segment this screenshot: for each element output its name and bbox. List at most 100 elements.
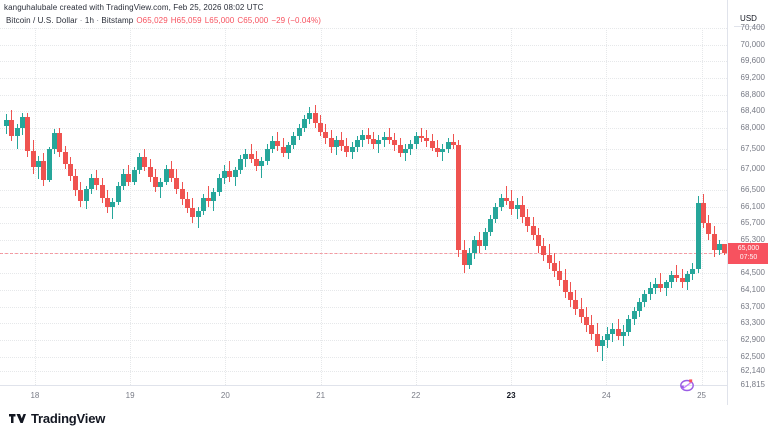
- grid-line-horizontal: [0, 223, 727, 225]
- candle-body: [371, 139, 377, 144]
- candle-body: [488, 219, 494, 232]
- candlestick: [461, 28, 467, 385]
- candle-body: [115, 186, 121, 202]
- candle-body: [504, 198, 510, 201]
- candle-body: [291, 136, 297, 146]
- candlestick: [397, 28, 403, 385]
- candle-body: [413, 136, 419, 145]
- candle-body: [243, 153, 249, 159]
- candle-body: [482, 231, 488, 247]
- grid-line-horizontal: [0, 169, 727, 171]
- candlestick: [179, 28, 185, 385]
- candle-body: [35, 161, 41, 168]
- candle-body: [152, 176, 158, 187]
- close-value: 65,000: [243, 16, 269, 25]
- price-axis-tick: 70,000: [740, 39, 765, 49]
- candle-body: [376, 140, 382, 144]
- candle-body: [514, 204, 520, 209]
- candlestick: [121, 28, 127, 385]
- price-axis-tick: 67,000: [740, 164, 765, 174]
- chart-plot-area[interactable]: [0, 28, 727, 385]
- low-label: L: [204, 16, 210, 25]
- exchange-label: Bitstamp: [101, 16, 134, 25]
- price-axis-tick: 69,600: [740, 56, 765, 66]
- candlestick: [408, 28, 414, 385]
- candlestick: [498, 28, 504, 385]
- time-axis[interactable]: 18 19 20 21 22 23 24 25: [0, 385, 727, 406]
- candle-body: [456, 145, 462, 251]
- candlestick: [312, 28, 318, 385]
- replay-marker-icon[interactable]: [678, 376, 696, 394]
- current-price-line: [0, 252, 727, 254]
- candle-body: [285, 145, 291, 153]
- price-axis-tick: 62,500: [740, 351, 765, 361]
- candlestick: [456, 28, 462, 385]
- candle-body: [270, 141, 275, 149]
- candlestick: [583, 28, 589, 385]
- candle-wick: [452, 134, 454, 149]
- candlestick: [67, 28, 73, 385]
- candle-body: [227, 171, 233, 177]
- candlestick: [392, 28, 398, 385]
- candle-body: [94, 177, 100, 186]
- price-axis-tick: 66,100: [740, 201, 765, 211]
- candle-body: [610, 329, 616, 334]
- candlestick: [450, 28, 456, 385]
- candlestick: [270, 28, 275, 385]
- candlestick: [381, 28, 387, 385]
- candle-body: [312, 113, 318, 123]
- candle-body: [562, 279, 568, 293]
- interval-label: 1h: [84, 16, 94, 25]
- candle-body: [594, 333, 600, 347]
- candlestick: [301, 28, 307, 385]
- candlestick: [14, 28, 20, 385]
- current-price-value: 65,000: [737, 244, 760, 252]
- candlestick: [530, 28, 536, 385]
- candle-body: [684, 274, 690, 282]
- candle-body: [621, 331, 627, 336]
- candle-body: [147, 167, 153, 177]
- candle-body: [658, 283, 664, 288]
- price-axis[interactable]: USD 70,400 70,000 69,600 69,200 68,800 68,400…: [727, 0, 768, 405]
- candle-body: [280, 146, 286, 153]
- candle-body: [73, 175, 79, 191]
- price-axis-tick: 62,900: [740, 334, 765, 344]
- candle-body: [349, 146, 355, 152]
- candlestick: [243, 28, 249, 385]
- candle-body: [711, 233, 717, 251]
- candle-body: [137, 156, 142, 171]
- candlestick: [434, 28, 440, 385]
- candlestick: [716, 28, 722, 385]
- candle-body: [264, 148, 270, 162]
- candlestick: [626, 28, 632, 385]
- candle-body: [30, 150, 36, 168]
- symbol-legend[interactable]: Bitcoin / U.S. Dollar · 1h · Bitstamp O65…: [6, 16, 321, 25]
- candle-body: [605, 333, 611, 340]
- tradingview-logo[interactable]: TradingView: [9, 411, 105, 426]
- candlestick: [429, 28, 435, 385]
- candle-body: [583, 317, 589, 326]
- candle-body: [78, 190, 84, 201]
- candlestick: [557, 28, 563, 385]
- grid-line-vertical: [606, 28, 608, 385]
- candle-body: [695, 202, 701, 270]
- candlestick: [642, 28, 648, 385]
- candlestick: [323, 28, 329, 385]
- candlestick: [525, 28, 531, 385]
- candlestick: [594, 28, 600, 385]
- candlestick: [89, 28, 95, 385]
- candlestick: [589, 28, 595, 385]
- candlestick: [152, 28, 158, 385]
- candlestick: [200, 28, 206, 385]
- time-axis-label: 19: [125, 391, 135, 400]
- candlestick: [695, 28, 701, 385]
- candle-body: [536, 235, 541, 247]
- candlestick: [514, 28, 520, 385]
- price-axis-tick: 63,300: [740, 318, 765, 328]
- time-axis-label: 23: [506, 391, 516, 400]
- candle-body: [248, 153, 254, 159]
- candle-body: [296, 127, 302, 137]
- candlestick: [653, 28, 659, 385]
- high-label: H: [170, 16, 177, 25]
- price-axis-tick: 68,800: [740, 89, 765, 99]
